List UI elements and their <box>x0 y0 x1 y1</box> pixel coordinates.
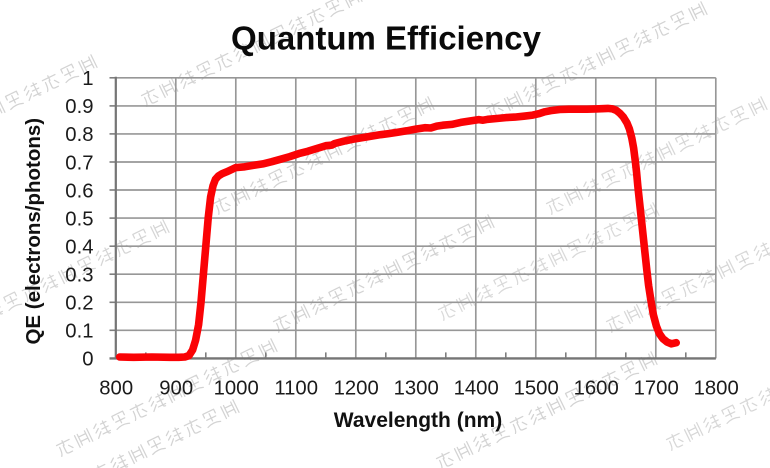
svg-text:0.7: 0.7 <box>65 152 93 174</box>
svg-text:QE (electrons/photons): QE (electrons/photons) <box>22 118 45 345</box>
svg-text:1700: 1700 <box>634 377 679 399</box>
svg-text:0.5: 0.5 <box>65 208 93 230</box>
svg-text:1300: 1300 <box>394 377 439 399</box>
svg-text:1800: 1800 <box>694 377 739 399</box>
svg-text:0.8: 0.8 <box>65 124 93 146</box>
svg-text:900: 900 <box>159 377 193 399</box>
svg-text:1400: 1400 <box>454 377 499 399</box>
svg-text:0.2: 0.2 <box>65 293 93 315</box>
svg-text:Wavelength (nm): Wavelength (nm) <box>334 409 502 432</box>
svg-text:Quantum Efficiency: Quantum Efficiency <box>231 20 542 57</box>
svg-text:1: 1 <box>82 68 93 90</box>
svg-text:1100: 1100 <box>274 377 318 399</box>
svg-text:0.4: 0.4 <box>65 237 93 259</box>
svg-text:1000: 1000 <box>214 377 259 399</box>
svg-text:1600: 1600 <box>574 377 619 399</box>
svg-text:0.1: 0.1 <box>65 321 93 343</box>
svg-text:0.6: 0.6 <box>65 180 93 202</box>
svg-text:800: 800 <box>99 377 133 399</box>
svg-text:1500: 1500 <box>514 377 559 399</box>
svg-text:1200: 1200 <box>334 377 379 399</box>
svg-text:0.9: 0.9 <box>65 96 93 118</box>
svg-text:0: 0 <box>82 349 93 371</box>
svg-text:0.3: 0.3 <box>65 265 93 287</box>
